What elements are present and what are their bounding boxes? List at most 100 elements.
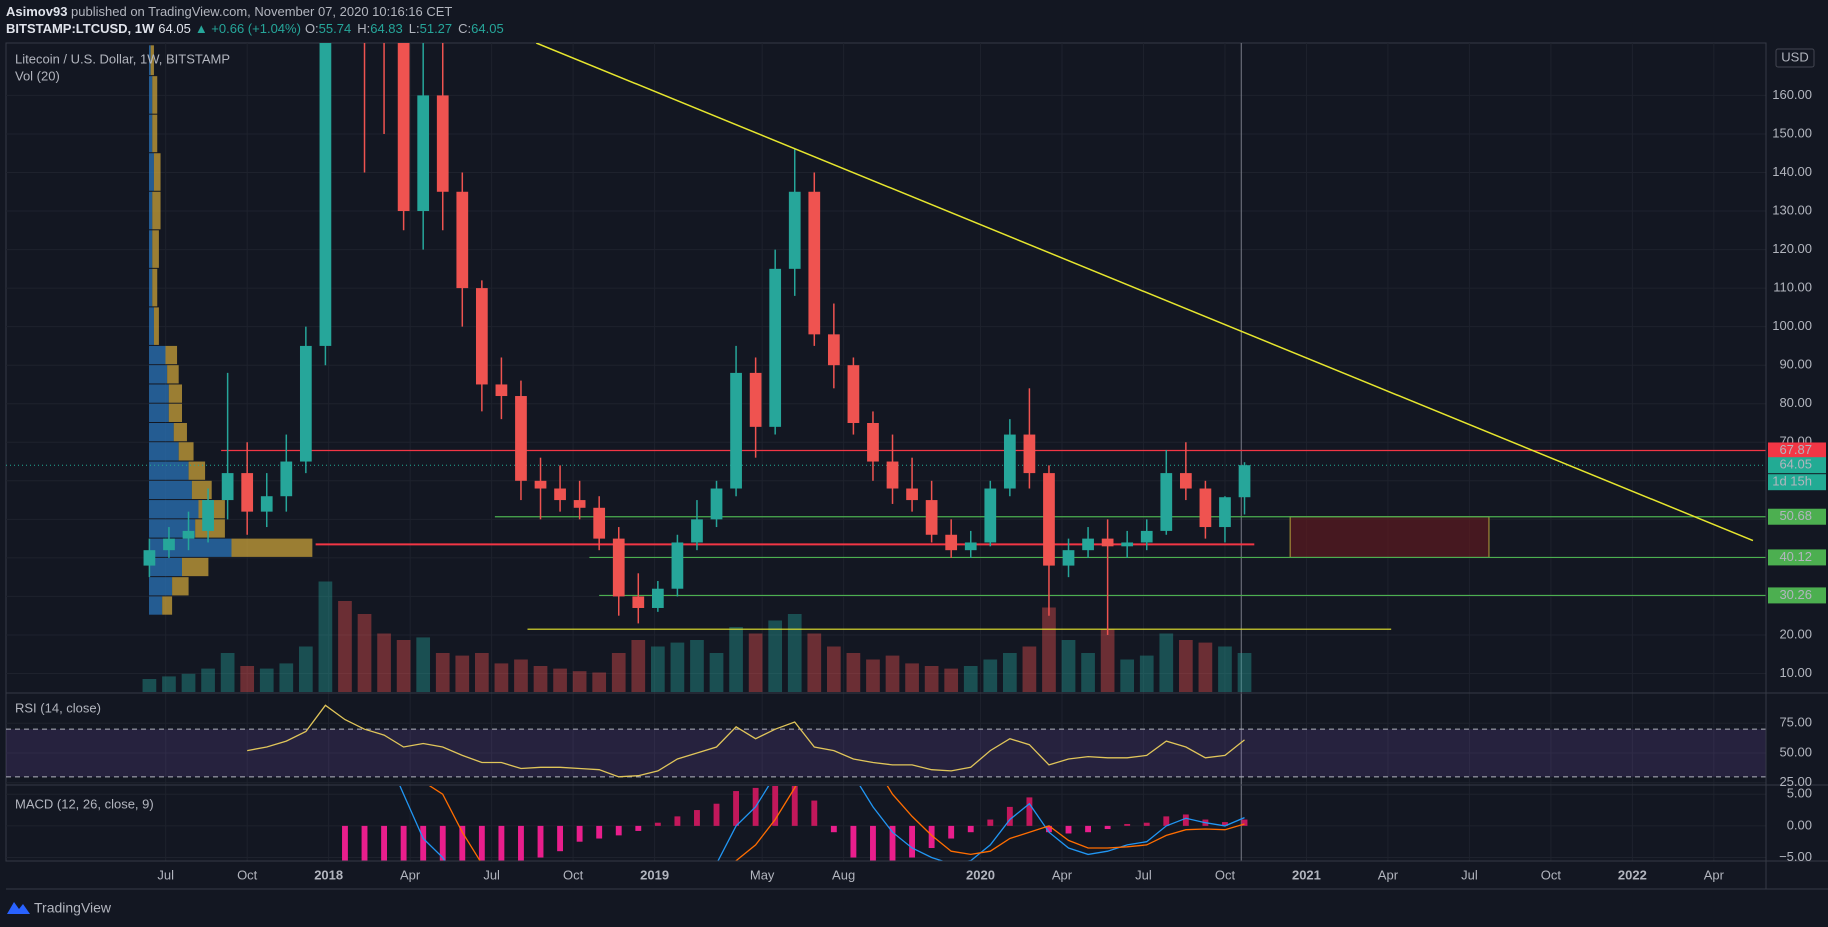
profile-down [188, 461, 206, 480]
profile-down [152, 191, 161, 230]
candle-body [710, 488, 723, 520]
candle-body [769, 268, 782, 427]
macd-hist [459, 825, 466, 861]
currency-box[interactable] [1775, 48, 1815, 68]
x-tick-label: Apr [400, 867, 421, 882]
profile-up [149, 596, 163, 615]
volume-bar [924, 666, 939, 692]
macd-hist [615, 825, 622, 836]
candle-body [749, 372, 762, 427]
level-tag-label: 67.87 [1779, 442, 1812, 457]
macd-hist [674, 816, 681, 826]
x-tick-label: Apr [1704, 867, 1725, 882]
x-tick-label: 2020 [966, 867, 995, 882]
volume-bar [1042, 607, 1056, 692]
macd-hist [928, 825, 935, 849]
x-tick-label: Jul [157, 867, 174, 882]
candle-body [1140, 530, 1153, 543]
volume-bar [866, 659, 880, 692]
volume-bar [455, 655, 470, 692]
profile-up [149, 538, 232, 557]
volume-bar [1139, 655, 1154, 692]
volume-bar [885, 655, 900, 692]
macd-legend: MACD (12, 26, close, 9) [15, 796, 154, 811]
candle-body [925, 500, 938, 535]
level-tag-label: 40.12 [1779, 549, 1812, 564]
volume-bar [259, 668, 274, 692]
candle-body [788, 191, 801, 269]
profile-down [150, 45, 154, 76]
volume-bar [592, 672, 607, 692]
volume-bar [494, 663, 509, 692]
author: Asimov93 [6, 4, 68, 19]
candle-body [945, 534, 958, 551]
volume-bar [240, 666, 255, 692]
profile-up [149, 307, 154, 345]
volume-bar [201, 668, 215, 692]
y-tick-label: 90.00 [1779, 357, 1812, 372]
level-tag-label: 30.26 [1779, 587, 1812, 602]
profile-down [191, 480, 212, 500]
volume-bar [181, 673, 196, 692]
ohlc-value: 64.83 [370, 21, 403, 36]
level-tag [1768, 508, 1826, 525]
y-tick-label: 20.00 [1779, 626, 1812, 641]
volume-bar [1198, 642, 1213, 692]
x-tick-label: Oct [563, 867, 584, 882]
y-tick-label: 150.00 [1772, 125, 1812, 140]
macd-hist [830, 825, 837, 833]
macd-tick-label: −5.00 [1779, 849, 1812, 864]
volume-bar [690, 640, 704, 692]
profile-down [152, 230, 159, 268]
main-legend: Litecoin / U.S. Dollar, 1W, BITSTAMP [15, 51, 230, 66]
profile-down [165, 345, 178, 365]
candle-body [163, 538, 175, 551]
header-line: Asimov93 published on TradingView.com, N… [6, 3, 510, 20]
candle-body [612, 538, 625, 597]
profile-down [231, 538, 313, 557]
candle-body [241, 473, 254, 512]
rsi-tick-label: 75.00 [1779, 715, 1812, 730]
x-tick-label: Jul [1135, 867, 1152, 882]
y-tick-label: 130.00 [1772, 202, 1812, 217]
volume-bar [1159, 633, 1174, 692]
volume-legend: Vol (20) [15, 68, 60, 83]
volume-bar [1003, 653, 1017, 692]
volume-bar [768, 620, 783, 692]
profile-up [149, 114, 153, 153]
last-price-tag [1768, 457, 1826, 474]
macd-hist [1046, 825, 1052, 833]
volume-bar [1120, 659, 1135, 692]
candle-body [1023, 434, 1036, 474]
profile-down [178, 442, 194, 461]
macd-hist [850, 825, 857, 858]
macd-hist [1065, 825, 1072, 834]
ohlc-value: 51.27 [419, 21, 453, 36]
macd-hist [987, 819, 994, 826]
macd-hist [576, 825, 583, 842]
candle-body [651, 588, 664, 608]
volume-bar [807, 633, 822, 692]
macd-hist [1182, 814, 1189, 826]
ohlc-key: H: [357, 21, 371, 36]
macd-hist [694, 810, 700, 826]
header-line: BITSTAMP:LTCUSD, 1W 64.05 ▲ +0.66 (+1.04%)… [6, 20, 510, 37]
candle-body [1179, 473, 1192, 489]
candle-body [456, 191, 469, 289]
candle-body [221, 473, 234, 501]
candle-body [691, 519, 703, 543]
y-tick-label: 110.00 [1773, 280, 1812, 295]
macd-hist [733, 791, 740, 826]
candle-body [1160, 473, 1173, 531]
candle-body [417, 95, 430, 212]
profile-up [149, 268, 153, 307]
y-tick-label: 140.00 [1772, 164, 1812, 179]
profile-up [149, 230, 153, 268]
profile-down [182, 557, 209, 577]
volume-bar [396, 640, 411, 692]
macd-hist [1085, 825, 1092, 833]
profile-down [172, 577, 189, 596]
profile-up [149, 403, 169, 422]
volume-bar [279, 663, 294, 692]
candle-body [984, 488, 997, 543]
